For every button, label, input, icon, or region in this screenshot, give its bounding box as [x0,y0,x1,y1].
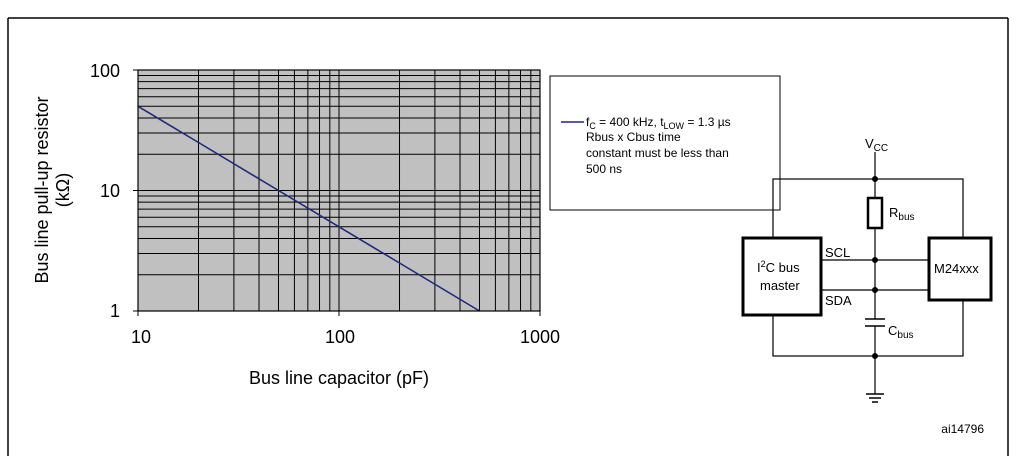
y-axis-title: Bus line pull-up resistor (kΩ) [32,96,73,283]
legend-f: f [586,115,590,129]
axis-ticks [133,69,541,316]
junction-dot [872,287,878,293]
plot-area [133,69,541,316]
master-label-line2: master [760,278,800,293]
device-label: M24xxx [934,261,979,276]
y-tick-label: 10 [100,181,120,201]
y-tick-label: 1 [110,301,120,321]
y-axis-title-line2: (kΩ) [53,173,73,207]
legend-sub-c: C [589,121,596,131]
master-pre: I [757,260,761,275]
vcc-sub: CC [874,143,888,154]
i2c-schematic [741,152,993,403]
master-post: C bus [766,260,800,275]
vcc-label: VCC [865,136,888,154]
y-tick-label: 100 [90,61,120,81]
x-tick-labels: 10 100 1000 [131,327,560,347]
x-tick-label: 10 [131,327,151,347]
series-line [137,105,480,312]
rbus-label: Rbus [889,205,915,223]
cbus-sub: bus [897,330,913,341]
x-axis-title: Bus line capacitor (pF) [249,368,429,388]
i2c-master-box [741,236,823,317]
scl-label: SCL [825,245,850,260]
vcc-main: V [865,136,874,151]
rbus-main: R [889,205,898,220]
legend-note-line: Rbus x Cbus time [586,130,681,144]
legend-sub-low: LOW [664,121,685,131]
grid-lines [138,70,540,311]
legend-box [549,75,781,211]
legend: fC = 400 kHz, tLOW = 1.3 µs Rbus x Cbus … [549,75,781,211]
resistor-symbol [866,196,884,230]
cbus-label: Cbus [888,323,914,341]
legend-note-line: constant must be less than [586,146,729,160]
master-sup: 2 [761,259,766,269]
y-axis-title-line1: Bus line pull-up resistor [32,96,52,283]
legend-mid: = 400 kHz, t [596,115,664,129]
y-tick-labels: 100 10 1 [90,61,120,321]
x-tick-label: 100 [325,327,355,347]
master-label-line1: I2C bus [757,259,800,275]
junction-dot [872,353,878,359]
device-box [927,236,993,302]
series-layer [137,105,480,312]
legend-end: = 1.3 µs [684,115,731,129]
cbus-main: C [888,323,897,338]
figure-id: ai14796 [941,422,984,436]
rbus-sub: bus [898,212,914,223]
sda-label: SDA [825,293,852,308]
schematic-labels: VCC Rbus Cbus I2C bus master SCL SDA M24… [757,136,979,341]
legend-series-label: fC = 400 kHz, tLOW = 1.3 µs [586,115,731,131]
legend-note-line: 500 ns [586,162,622,176]
x-tick-label: 1000 [520,327,560,347]
junction-dot [872,176,878,182]
junction-dot [872,257,878,263]
